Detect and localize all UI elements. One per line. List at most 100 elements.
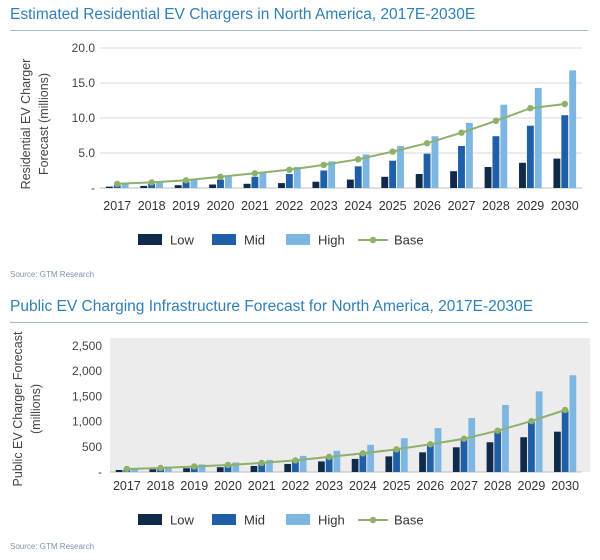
y-tick-label: 500 [82,440,102,454]
bar-mid [492,136,500,188]
point-base [123,465,131,473]
bar-high [156,181,163,188]
bar-high [569,375,577,472]
y-tick-label: 20.0 [72,41,96,55]
legend-swatch-high [286,514,310,525]
point-base [494,427,501,434]
point-base [393,446,400,453]
bar-high [164,466,172,472]
y-tick-label: 1,500 [72,389,102,403]
x-tick-label: 2017 [103,199,131,213]
point-base [492,117,500,125]
title-rule [10,322,588,323]
x-tick-label: 2021 [248,479,276,493]
bar-low [115,469,123,472]
point-base [561,100,568,108]
x-tick-label: 2022 [275,199,303,213]
bar-high [224,175,232,188]
bar-low [381,176,389,188]
bar-mid [224,464,232,472]
bar-low [284,463,292,472]
bar-low [520,437,528,472]
x-tick-label: 2028 [482,199,510,213]
x-tick-label: 2030 [551,479,579,493]
bar-low [140,185,148,188]
x-tick-label: 2026 [416,479,444,493]
bar-low [486,442,494,472]
series-line-base [126,409,566,470]
bar-low [346,179,354,188]
bar-high [431,136,439,188]
bar-mid [251,176,259,188]
residential-chart: - 5.0 10.0 15.0 20.0 Residential EV Charger Fo… [19,41,582,248]
bar-high [299,455,307,472]
point-base [157,464,164,472]
bar-high [266,459,273,472]
y-axis-label: (millions) [29,384,43,434]
bar-mid [458,146,465,188]
y-tick-label: 2,000 [72,364,102,378]
bar-low [519,162,526,188]
bar-mid [292,460,299,472]
legend-swatch-high [286,234,310,245]
bar-high [569,70,577,188]
point-base [286,166,293,173]
x-tick-label: 2029 [518,479,546,493]
public-chart: - 500 1,000 1,500 2,000 2,500 Public EV Charge… [11,331,590,528]
bar-high [400,438,408,472]
legend-label-mid: Mid [244,233,265,248]
x-tick-label: 2021 [241,199,269,213]
legend-swatch-low [138,234,162,245]
chart-title: Estimated Residential EV Chargers in Nor… [10,6,476,23]
point-base [320,161,327,169]
x-tick-label: 2020 [207,199,235,213]
bar-low [554,431,561,472]
bar-high [362,154,370,188]
bar-mid [182,181,190,188]
point-base [182,177,190,184]
series-line-base [117,103,565,185]
bar-high [535,391,543,472]
legend-marker-base [369,236,377,244]
x-tick-label: 2018 [147,479,175,493]
point-base [292,457,299,464]
plot-background [110,338,590,472]
bar-low [149,469,157,472]
bar-high [328,161,336,188]
point-base [561,406,569,414]
legend-swatch-low [138,514,162,525]
legend-swatch-mid [212,514,236,525]
y-tick-label: 2,500 [72,339,102,353]
bar-high [198,464,206,472]
bar-high [434,428,442,472]
bar-high [468,418,476,472]
x-tick-label: 2023 [315,479,343,493]
bar-mid [526,125,534,188]
legend-label-mid: Mid [244,513,265,528]
point-base [217,173,224,180]
title-rule [10,30,588,31]
bar-mid [359,453,367,472]
legend-swatch-mid [212,234,236,245]
bar-high [131,467,138,472]
bar-mid [354,166,362,188]
bar-high [500,104,508,188]
legend-label-high: High [318,513,345,528]
bar-high [333,450,341,472]
bar-low [209,184,217,188]
bar-low [105,186,113,188]
y-axis-label: Forecast (millions) [37,73,51,175]
y-tick-label: - [91,181,95,195]
x-tick-label: 2027 [448,199,476,213]
point-base [114,180,121,187]
bar-mid [460,438,468,472]
source-note: Source: GTM Research [10,270,95,279]
x-tick-label: 2018 [138,199,166,213]
bar-low [553,158,561,188]
bar-low [243,183,251,188]
bar-high [367,444,374,472]
legend-label-high: High [318,233,345,248]
bar-low [312,181,320,188]
bar-low [278,183,285,188]
x-tick-label: 2023 [310,199,338,213]
